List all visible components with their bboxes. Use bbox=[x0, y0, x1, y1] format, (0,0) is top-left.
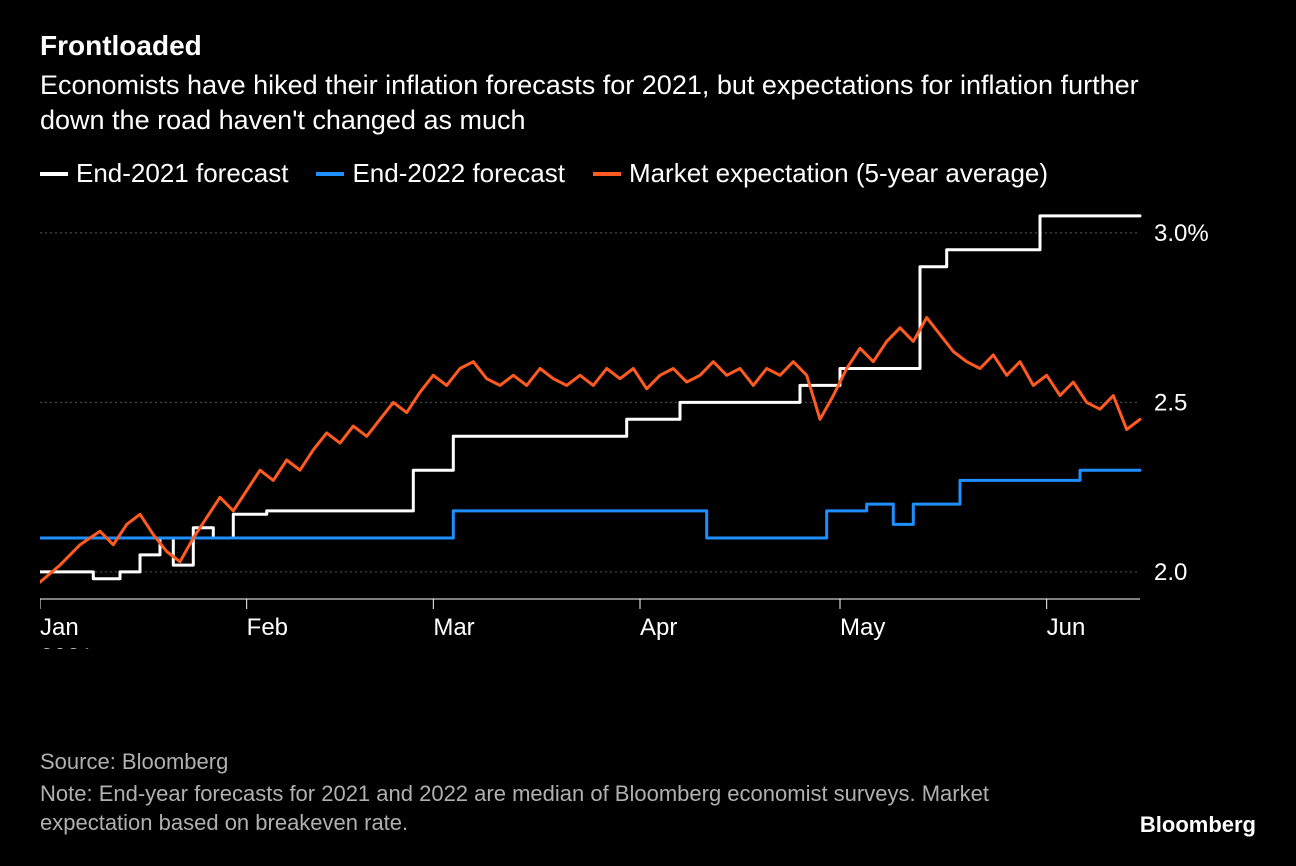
chart-footer: Source: Bloomberg Note: End-year forecas… bbox=[40, 749, 1256, 838]
svg-text:3.0%: 3.0% bbox=[1154, 220, 1209, 247]
svg-text:Jan: Jan bbox=[40, 614, 79, 641]
chart-subtitle: Economists have hiked their inflation fo… bbox=[40, 68, 1190, 138]
note-text: Note: End-year forecasts for 2021 and 20… bbox=[40, 779, 1020, 838]
svg-text:Feb: Feb bbox=[247, 614, 288, 641]
legend-item-2021: End-2021 forecast bbox=[40, 158, 288, 189]
brand-label: Bloomberg bbox=[1140, 812, 1256, 838]
chart-plot-area: 2.0 2.5 3.0% Jan 2021 Feb Mar Apr May Jun bbox=[40, 199, 1220, 649]
legend-item-market: Market expectation (5-year average) bbox=[593, 158, 1048, 189]
chart-svg: 2.0 2.5 3.0% Jan 2021 Feb Mar Apr May Jun bbox=[40, 199, 1220, 649]
svg-text:2.0: 2.0 bbox=[1154, 559, 1187, 586]
series-market-expectation bbox=[40, 318, 1140, 582]
svg-text:May: May bbox=[840, 614, 885, 641]
chart-container: Frontloaded Economists have hiked their … bbox=[0, 0, 1296, 866]
legend: End-2021 forecast End-2022 forecast Mark… bbox=[40, 158, 1256, 189]
svg-text:Apr: Apr bbox=[640, 614, 677, 641]
svg-text:2.5: 2.5 bbox=[1154, 390, 1187, 417]
legend-label-2022: End-2022 forecast bbox=[352, 158, 564, 189]
legend-swatch-market bbox=[593, 172, 621, 176]
legend-item-2022: End-2022 forecast bbox=[316, 158, 564, 189]
svg-text:2021: 2021 bbox=[40, 644, 93, 649]
series-end-2021-forecast bbox=[40, 216, 1140, 579]
legend-swatch-2022 bbox=[316, 172, 344, 176]
legend-label-market: Market expectation (5-year average) bbox=[629, 158, 1048, 189]
source-text: Source: Bloomberg bbox=[40, 749, 1256, 775]
chart-title: Frontloaded bbox=[40, 30, 1256, 62]
svg-text:Jun: Jun bbox=[1047, 614, 1086, 641]
legend-label-2021: End-2021 forecast bbox=[76, 158, 288, 189]
svg-text:Mar: Mar bbox=[433, 614, 474, 641]
legend-swatch-2021 bbox=[40, 172, 68, 176]
